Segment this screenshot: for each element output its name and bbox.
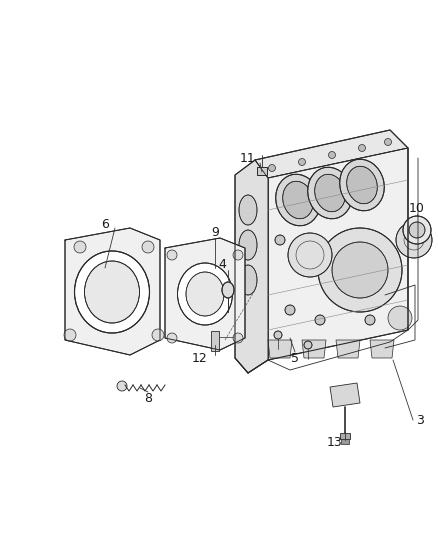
- Polygon shape: [165, 238, 245, 350]
- Text: 6: 6: [101, 219, 109, 231]
- Ellipse shape: [85, 261, 139, 323]
- Circle shape: [288, 233, 332, 277]
- Circle shape: [318, 228, 402, 312]
- Text: 5: 5: [291, 351, 299, 365]
- Bar: [340, 433, 350, 439]
- Ellipse shape: [283, 181, 313, 219]
- Circle shape: [167, 250, 177, 260]
- Polygon shape: [302, 340, 326, 358]
- Bar: [341, 439, 349, 444]
- Circle shape: [233, 333, 243, 343]
- Circle shape: [304, 341, 312, 349]
- Circle shape: [167, 333, 177, 343]
- Text: 10: 10: [409, 201, 425, 214]
- Text: 13: 13: [327, 437, 343, 449]
- Polygon shape: [255, 130, 408, 178]
- Circle shape: [385, 139, 392, 146]
- Ellipse shape: [74, 251, 149, 333]
- Ellipse shape: [239, 265, 257, 295]
- Ellipse shape: [314, 174, 345, 212]
- Polygon shape: [336, 340, 360, 358]
- Text: 11: 11: [240, 151, 256, 165]
- Polygon shape: [65, 228, 160, 355]
- Ellipse shape: [276, 174, 320, 226]
- Circle shape: [74, 241, 86, 253]
- Ellipse shape: [177, 263, 233, 325]
- Text: 9: 9: [211, 225, 219, 238]
- Circle shape: [233, 250, 243, 260]
- Ellipse shape: [347, 166, 377, 204]
- Text: 12: 12: [192, 351, 208, 365]
- Text: 4: 4: [218, 257, 226, 271]
- Circle shape: [299, 158, 305, 166]
- Polygon shape: [211, 331, 219, 351]
- Circle shape: [274, 331, 282, 339]
- Text: 8: 8: [144, 392, 152, 405]
- Circle shape: [315, 315, 325, 325]
- Ellipse shape: [222, 282, 234, 298]
- Circle shape: [388, 306, 412, 330]
- Circle shape: [409, 222, 425, 238]
- Circle shape: [365, 315, 375, 325]
- Circle shape: [275, 235, 285, 245]
- Circle shape: [152, 329, 164, 341]
- Circle shape: [268, 165, 276, 172]
- Circle shape: [332, 242, 388, 298]
- Ellipse shape: [239, 195, 257, 225]
- Polygon shape: [268, 340, 292, 358]
- Text: 3: 3: [416, 414, 424, 426]
- Circle shape: [358, 144, 365, 151]
- Circle shape: [285, 305, 295, 315]
- Circle shape: [328, 151, 336, 158]
- Bar: [257, 167, 267, 175]
- Polygon shape: [235, 160, 268, 373]
- Ellipse shape: [239, 230, 257, 260]
- Circle shape: [396, 222, 432, 258]
- Ellipse shape: [308, 167, 352, 219]
- Polygon shape: [330, 383, 360, 407]
- Polygon shape: [370, 340, 394, 358]
- Ellipse shape: [186, 272, 224, 316]
- Circle shape: [142, 241, 154, 253]
- Circle shape: [64, 329, 76, 341]
- Polygon shape: [268, 148, 408, 360]
- Ellipse shape: [340, 159, 384, 211]
- Circle shape: [403, 216, 431, 244]
- Circle shape: [117, 381, 127, 391]
